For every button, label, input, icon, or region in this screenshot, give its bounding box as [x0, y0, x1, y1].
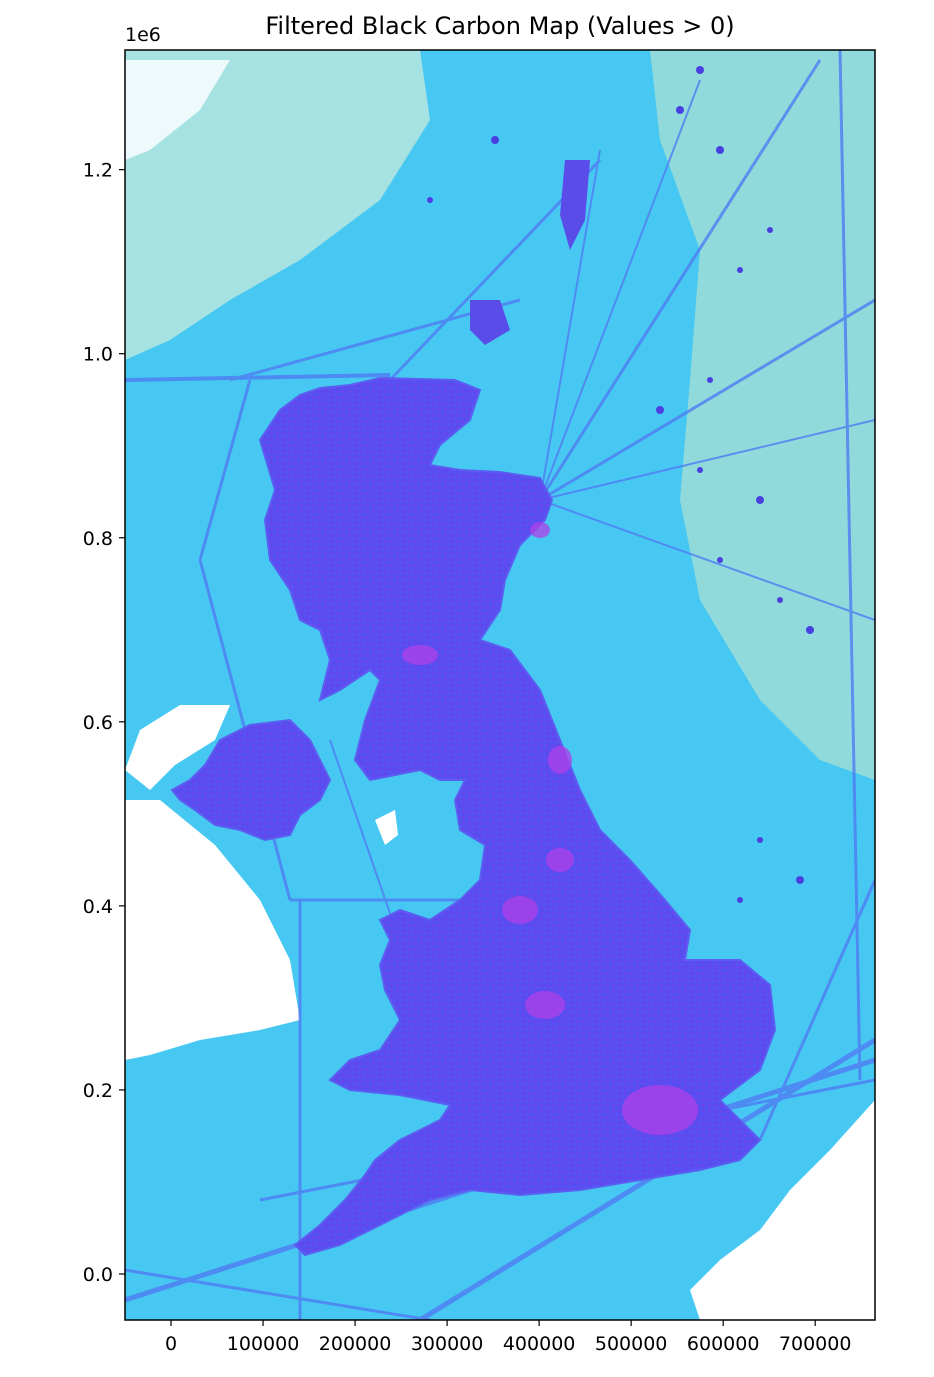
y-tick-label: 1.0 — [83, 344, 113, 366]
x-tick-label: 500000 — [595, 1333, 668, 1355]
offshore-dots — [427, 66, 814, 903]
y-tick-label: 0.8 — [83, 528, 113, 550]
y-tick-label: 0.6 — [83, 712, 113, 734]
no-data-west — [125, 800, 300, 1060]
y-tick-label: 0.2 — [83, 1080, 113, 1102]
map-raster — [125, 50, 875, 1320]
chart-title: Filtered Black Carbon Map (Values > 0) — [265, 12, 735, 40]
x-axis: 0 100000 200000 300000 400000 500000 600000 700… — [165, 1320, 851, 1355]
pale-northwest-area — [125, 50, 430, 360]
y-tick-label: 0.0 — [83, 1264, 113, 1286]
x-tick-label: 0 — [165, 1333, 177, 1355]
great-britain-landmass — [258, 376, 777, 1257]
y-tick-label: 1.2 — [83, 160, 113, 182]
x-tick-label: 700000 — [779, 1333, 852, 1355]
y-axis-offset-label: 1e6 — [125, 24, 161, 46]
pale-northeast-area — [650, 50, 875, 780]
northern-islands — [470, 160, 590, 345]
white-north-area — [125, 60, 230, 160]
x-tick-label: 200000 — [319, 1333, 392, 1355]
x-tick-label: 600000 — [687, 1333, 760, 1355]
no-data-continent — [690, 1100, 875, 1320]
x-tick-label: 300000 — [411, 1333, 484, 1355]
y-axis: 0.0 0.2 0.4 0.6 0.8 1.0 1.2 — [83, 160, 125, 1286]
urban-hotspots — [402, 522, 698, 1135]
y-tick-label: 0.4 — [83, 896, 113, 918]
x-tick-label: 100000 — [227, 1333, 300, 1355]
axes-frame — [124, 49, 876, 1321]
no-data-irish-sea — [375, 810, 398, 845]
shipping-lanes — [125, 50, 875, 1320]
x-tick-label: 400000 — [503, 1333, 576, 1355]
no-data-ireland-west — [125, 705, 230, 790]
ireland-landmass — [170, 718, 332, 842]
